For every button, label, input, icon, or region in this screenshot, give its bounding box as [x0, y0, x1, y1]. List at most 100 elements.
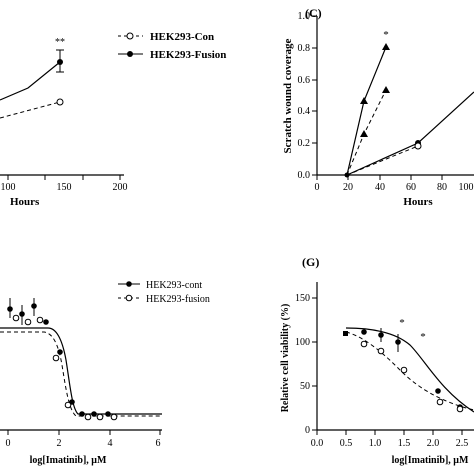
data-point-hek293-cont: [19, 311, 25, 317]
data-point-square: [343, 331, 348, 336]
data-point-hek293-cont: [43, 319, 49, 325]
significance-marker: *: [399, 317, 405, 329]
panel-g-y-axis-label: Relative cell viability (%): [280, 304, 291, 413]
data-point-circle-open: [414, 142, 422, 150]
panel-a: 100 150 200 Hours ** HEK293-Con HEK293-F…: [0, 31, 226, 208]
x-tick-label: 20: [343, 182, 353, 193]
series-line-circle-solid: [346, 91, 474, 176]
x-tick-label: 1.5: [398, 438, 411, 449]
panel-c: (C) Scratch wound coverage 0.0 0.2 0.4 0…: [282, 6, 474, 208]
series-points-dashed: [360, 340, 464, 413]
series-line-hek293-fusion: [0, 331, 162, 417]
series-line-hek293-fusion: [0, 61, 61, 101]
panel-label: (G): [302, 255, 319, 269]
panel-c-x-ticks: 0 20 40 60 80 100: [315, 175, 474, 193]
panel-c-y-axis-label: Scratch wound coverage: [282, 38, 294, 153]
data-point-hek293-cont: [91, 411, 97, 417]
significance-marker: **: [55, 37, 65, 48]
data-point-origin: [344, 172, 350, 178]
series-line-triangle-solid: [346, 46, 387, 176]
data-point-triangle: [382, 86, 390, 93]
data-point-hek293-fusion: [64, 401, 72, 409]
y-tick-label: 1.0: [298, 11, 311, 22]
legend-label-hek293-fusion: HEK293-fusion: [146, 294, 210, 305]
x-tick-label: 2.5: [456, 438, 469, 449]
data-point-hek293-cont: [31, 303, 37, 309]
series-line-hek293-con: [0, 101, 61, 119]
panel-e-legend: HEK293-cont HEK293-fusion: [118, 280, 210, 305]
y-tick-label: 0: [305, 425, 310, 436]
series-points-solid: [343, 328, 463, 410]
panel-a-x-axis-label: Hours: [10, 196, 40, 208]
x-tick-label: 2.0: [427, 438, 440, 449]
panel-e-x-axis-label: log[Imatinib], μM: [30, 455, 107, 466]
x-tick-label: 40: [375, 182, 385, 193]
data-point-hek293-cont: [79, 411, 85, 417]
legend-marker-hek293-cont: [126, 281, 132, 287]
data-point-hek293-fusion: [84, 413, 92, 421]
data-point-hek293-fusion: [36, 316, 44, 324]
significance-marker: *: [420, 331, 426, 343]
panel-g-x-axis-label: log[Imatinib], μM: [392, 455, 469, 466]
data-point-solid: [378, 332, 384, 338]
y-tick-label: 0.0: [298, 170, 311, 181]
data-point-dashed: [360, 340, 368, 348]
data-point-triangle: [382, 43, 390, 50]
x-tick-label: 4: [108, 438, 113, 449]
y-tick-label: 50: [300, 381, 310, 392]
data-point-hek293-fusion: [110, 413, 118, 421]
data-point-dashed: [377, 347, 385, 355]
series-line-solid: [345, 327, 474, 413]
x-tick-label: 0.5: [340, 438, 353, 449]
data-point-hek293-cont: [105, 411, 111, 417]
series-line-hek293-cont: [0, 327, 162, 415]
panel-c-y-ticks: 0.0 0.2 0.4 0.6 0.8 1.0: [298, 11, 317, 181]
y-tick-label: 100: [295, 337, 310, 348]
panel-a-x-tick-label: 100: [1, 182, 16, 193]
legend-label-hek293-cont: HEK293-cont: [146, 280, 202, 291]
data-point-triangle: [360, 130, 368, 137]
x-tick-label: 60: [406, 182, 416, 193]
data-point-hek293-fusion: [24, 318, 32, 326]
x-tick-label: 0: [6, 438, 11, 449]
legend-marker-hek293-con: [126, 32, 134, 40]
data-point-hek293-fusion: [52, 354, 60, 362]
x-tick-label: 6: [156, 438, 161, 449]
data-point-solid: [361, 329, 367, 335]
significance-marker: *: [383, 29, 389, 41]
panel-a-legend: HEK293-Con HEK293-Fusion: [118, 31, 226, 61]
legend-marker-hek293-fusion: [125, 294, 133, 302]
panel-g-x-ticks: 0.0 0.5 1.0 1.5 2.0 2.5: [311, 430, 469, 449]
data-point-dashed: [456, 405, 464, 413]
x-tick-label: 0.0: [311, 438, 324, 449]
series-line-dashed: [345, 331, 474, 411]
legend-label-hek293-fusion: HEK293-Fusion: [150, 49, 226, 61]
x-tick-label: 100: [459, 182, 474, 193]
series-points-hek293-fusion: [12, 314, 118, 421]
x-tick-label: 0: [315, 182, 320, 193]
data-point-solid: [435, 388, 441, 394]
data-point-triangle: [360, 97, 368, 104]
x-tick-label: 1.0: [369, 438, 382, 449]
panel-c-x-axis-label: Hours: [403, 196, 433, 208]
data-point-hek293-cont: [57, 349, 63, 355]
series-points-hek293-cont: [7, 298, 111, 417]
y-tick-label: 0.6: [298, 75, 311, 86]
legend-label-hek293-con: HEK293-Con: [150, 31, 214, 43]
series-line-circle-dashed: [346, 145, 419, 176]
data-point-hek293-con: [56, 98, 64, 106]
panel-g: (G) Relative cell viability (%) 0 50 100…: [280, 255, 474, 466]
data-point-solid: [395, 339, 401, 345]
y-tick-label: 0.8: [298, 43, 311, 54]
x-tick-label: 80: [437, 182, 447, 193]
data-point-hek293-fusion: [96, 413, 104, 421]
panel-a-x-tick-label: 150: [57, 182, 72, 193]
panel-a-x-tick-label: 200: [113, 182, 128, 193]
panel-e: 0 2 4 6 log[Imatinib], μM: [0, 280, 210, 466]
data-point-hek293-fusion: [57, 59, 63, 65]
panel-g-y-ticks: 0 50 100 150: [295, 293, 317, 436]
y-tick-label: 150: [295, 293, 310, 304]
legend-marker-hek293-fusion: [127, 51, 133, 57]
data-point-dashed: [400, 366, 408, 374]
